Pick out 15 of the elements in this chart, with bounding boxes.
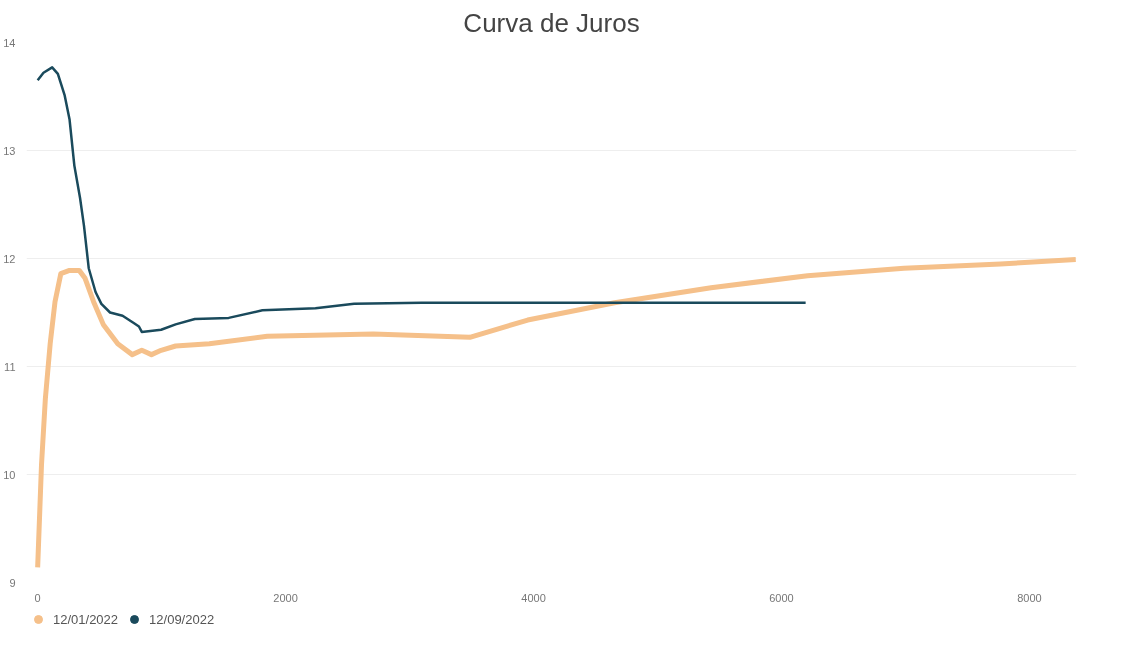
x-tick-label: 4000 <box>521 591 546 604</box>
x-tick-label: 8000 <box>1017 591 1042 604</box>
x-tick-label: 0 <box>34 591 41 604</box>
y-tick-label: 14 <box>3 36 16 49</box>
x-tick-label: 6000 <box>769 591 794 604</box>
line-series <box>36 66 807 334</box>
legend-label: 12/01/2022 <box>53 611 119 627</box>
y-tick-label: 9 <box>9 576 16 589</box>
chart-title: Curva de Juros <box>463 7 640 38</box>
y-tick-label: 11 <box>4 360 16 373</box>
y-tick-label: 13 <box>3 144 16 157</box>
legend-label: 12/09/2022 <box>149 611 215 627</box>
y-tick-label: 10 <box>3 468 16 481</box>
x-tick-label: 2000 <box>273 591 298 604</box>
y-tick-label: 12 <box>3 252 16 265</box>
